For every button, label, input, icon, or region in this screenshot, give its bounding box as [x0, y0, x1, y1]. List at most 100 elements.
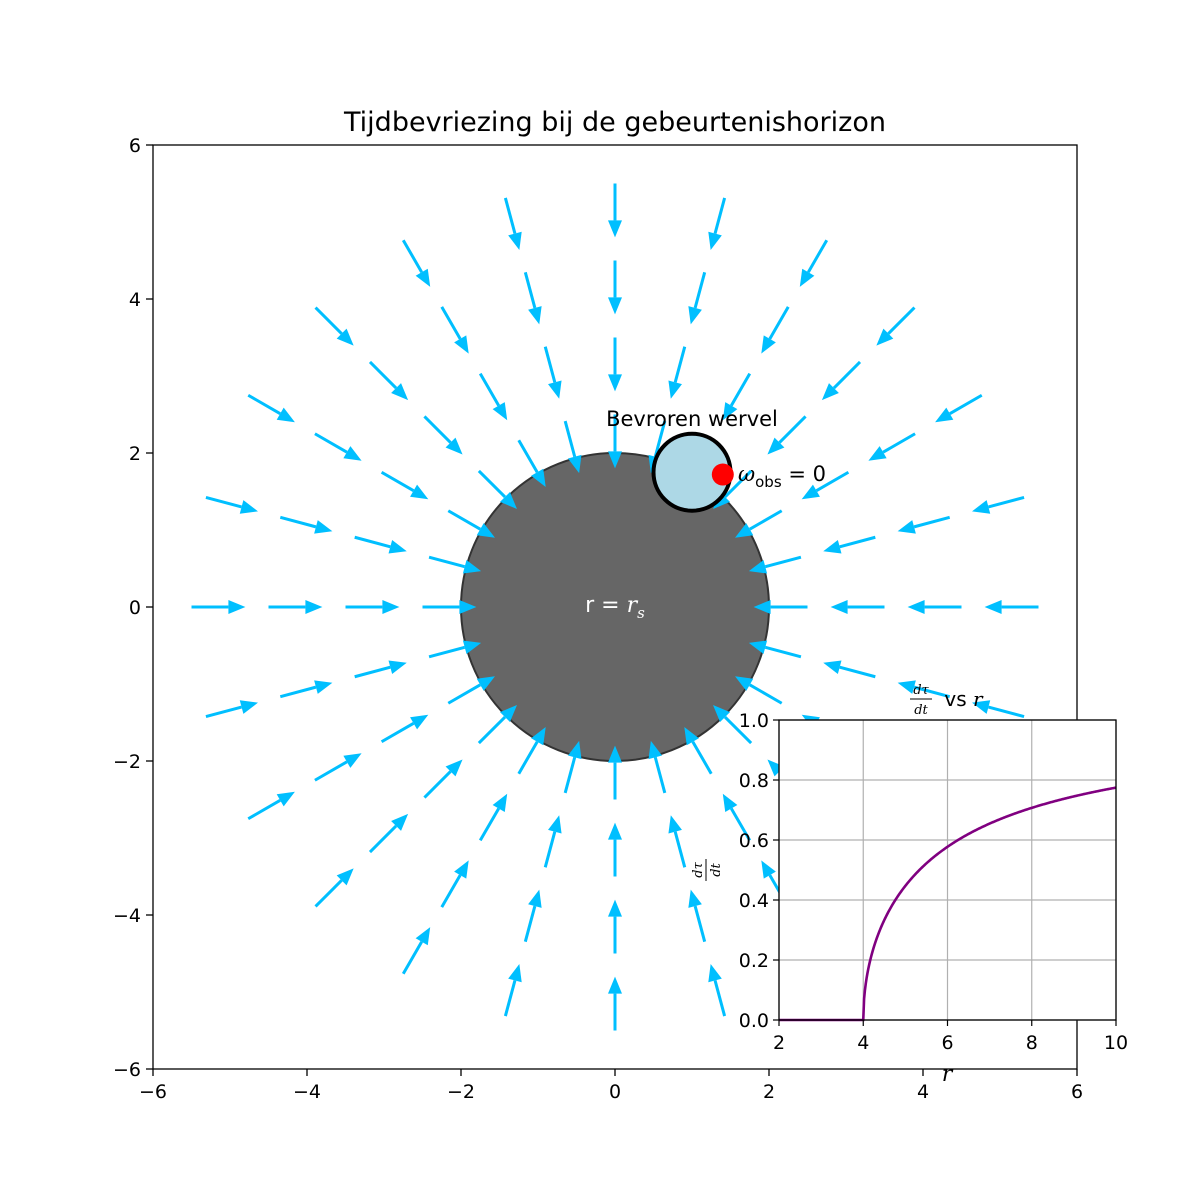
field-arrow [247, 393, 295, 423]
main-x-tick-label: −6 [139, 1081, 167, 1103]
field-arrow [314, 753, 362, 782]
field-arrow [517, 439, 546, 487]
svg-text:dτ: dτ [691, 861, 706, 877]
observer-label: ωobs = 0 [738, 462, 826, 491]
field-arrow [380, 470, 429, 500]
svg-text:dt: dt [914, 703, 928, 718]
field-arrow [668, 346, 687, 399]
field-arrow [801, 470, 850, 500]
field-arrow [688, 271, 707, 325]
field-arrow [422, 600, 477, 614]
field-arrow [608, 260, 622, 315]
inset-x-tick-label: 4 [857, 1032, 869, 1054]
quiver-arrows [191, 183, 1039, 1031]
main-x-tick-label: −4 [293, 1081, 321, 1103]
field-arrow [648, 740, 667, 794]
main-y-tick-label: −4 [113, 905, 141, 927]
field-arrow [897, 680, 951, 699]
field-arrow [823, 660, 876, 679]
field-arrow [368, 813, 409, 854]
field-arrow [401, 239, 431, 287]
field-arrow [608, 337, 622, 392]
field-arrow [477, 705, 517, 745]
field-arrow [191, 600, 246, 614]
field-arrow [523, 889, 542, 943]
field-arrow [608, 414, 622, 469]
vortex-label: Bevroren wervel [606, 407, 778, 431]
field-arrow [428, 640, 482, 659]
field-arrow [735, 509, 783, 538]
field-arrow [423, 759, 463, 799]
field-arrow [608, 899, 622, 954]
field-arrow [354, 660, 407, 679]
main-chart: −6 −4 −2 0 2 4 6 −6 −4 −2 0 2 4 6 Tijdbevriezing bij… [113, 107, 1083, 1103]
field-arrow [713, 469, 753, 509]
field-arrow [279, 680, 333, 699]
main-y-tick-label: 2 [129, 443, 141, 465]
main-title: Tijdbevriezing bij de gebeurtenishorizon [343, 107, 886, 138]
field-arrow [708, 964, 727, 1017]
field-arrow [668, 815, 687, 868]
field-arrow [708, 197, 727, 250]
field-arrow [314, 868, 354, 908]
field-arrow [368, 360, 409, 401]
field-arrow [247, 791, 295, 821]
inset-x-tick-label: 2 [773, 1032, 785, 1054]
field-arrow [517, 727, 546, 775]
main-y-ticks: −6 −4 −2 0 2 4 6 [113, 135, 153, 1081]
inset-y-tick-label: 0.4 [739, 890, 769, 912]
field-arrow [972, 495, 1025, 514]
main-y-tick-label: −6 [113, 1059, 141, 1081]
field-arrow [477, 469, 517, 509]
field-arrow [748, 555, 802, 574]
field-arrow [205, 700, 258, 719]
field-arrow [608, 745, 622, 800]
field-arrow [688, 889, 707, 943]
field-arrow [478, 793, 508, 842]
inset-title: dτ dt vs r [910, 683, 984, 718]
field-arrow [753, 600, 808, 614]
main-x-tick-label: 4 [917, 1081, 929, 1103]
main-y-tick-label: 6 [129, 135, 141, 157]
svg-text:dt: dt [709, 862, 724, 876]
field-arrow [503, 197, 522, 250]
field-arrow [722, 793, 752, 842]
main-y-tick-label: 0 [129, 597, 141, 619]
main-x-tick-label: 6 [1071, 1081, 1083, 1103]
field-arrow [354, 535, 407, 554]
main-y-tick-label: 4 [129, 289, 141, 311]
inset-chart: 2 4 6 8 10 0.0 0.2 0.4 0.6 0.8 1.0 dτ dt vs r dτ … [691, 683, 1128, 1087]
field-arrow [447, 509, 495, 538]
inset-x-tick-label: 6 [941, 1032, 953, 1054]
field-arrow [345, 600, 400, 614]
field-arrow [440, 306, 469, 354]
inset-y-label: dτ dt [691, 859, 724, 881]
field-arrow [897, 515, 951, 534]
inset-x-tick-label: 10 [1104, 1032, 1128, 1054]
field-arrow [907, 600, 962, 614]
field-arrow [423, 415, 463, 455]
main-x-ticks: −6 −4 −2 0 2 4 6 [139, 1069, 1083, 1103]
field-arrow [401, 927, 431, 975]
main-x-tick-label: 2 [763, 1081, 775, 1103]
main-x-tick-label: 0 [609, 1081, 621, 1103]
inset-x-label: r [942, 1062, 954, 1087]
field-arrow [876, 306, 916, 346]
field-arrow [543, 346, 562, 399]
field-arrow [428, 555, 482, 574]
field-arrow [821, 360, 862, 401]
field-arrow [380, 714, 429, 744]
field-arrow [608, 822, 622, 877]
svg-text:vs r: vs r [938, 687, 984, 711]
field-arrow [767, 415, 807, 455]
field-arrow [523, 271, 542, 325]
field-arrow [984, 600, 1039, 614]
inset-x-tick-label: 8 [1026, 1032, 1038, 1054]
field-arrow [268, 600, 323, 614]
field-arrow [935, 393, 983, 423]
field-arrow [799, 239, 829, 287]
svg-text:dτ: dτ [913, 683, 929, 698]
field-arrow [314, 306, 354, 346]
inset-y-tick-label: 0.8 [739, 770, 769, 792]
